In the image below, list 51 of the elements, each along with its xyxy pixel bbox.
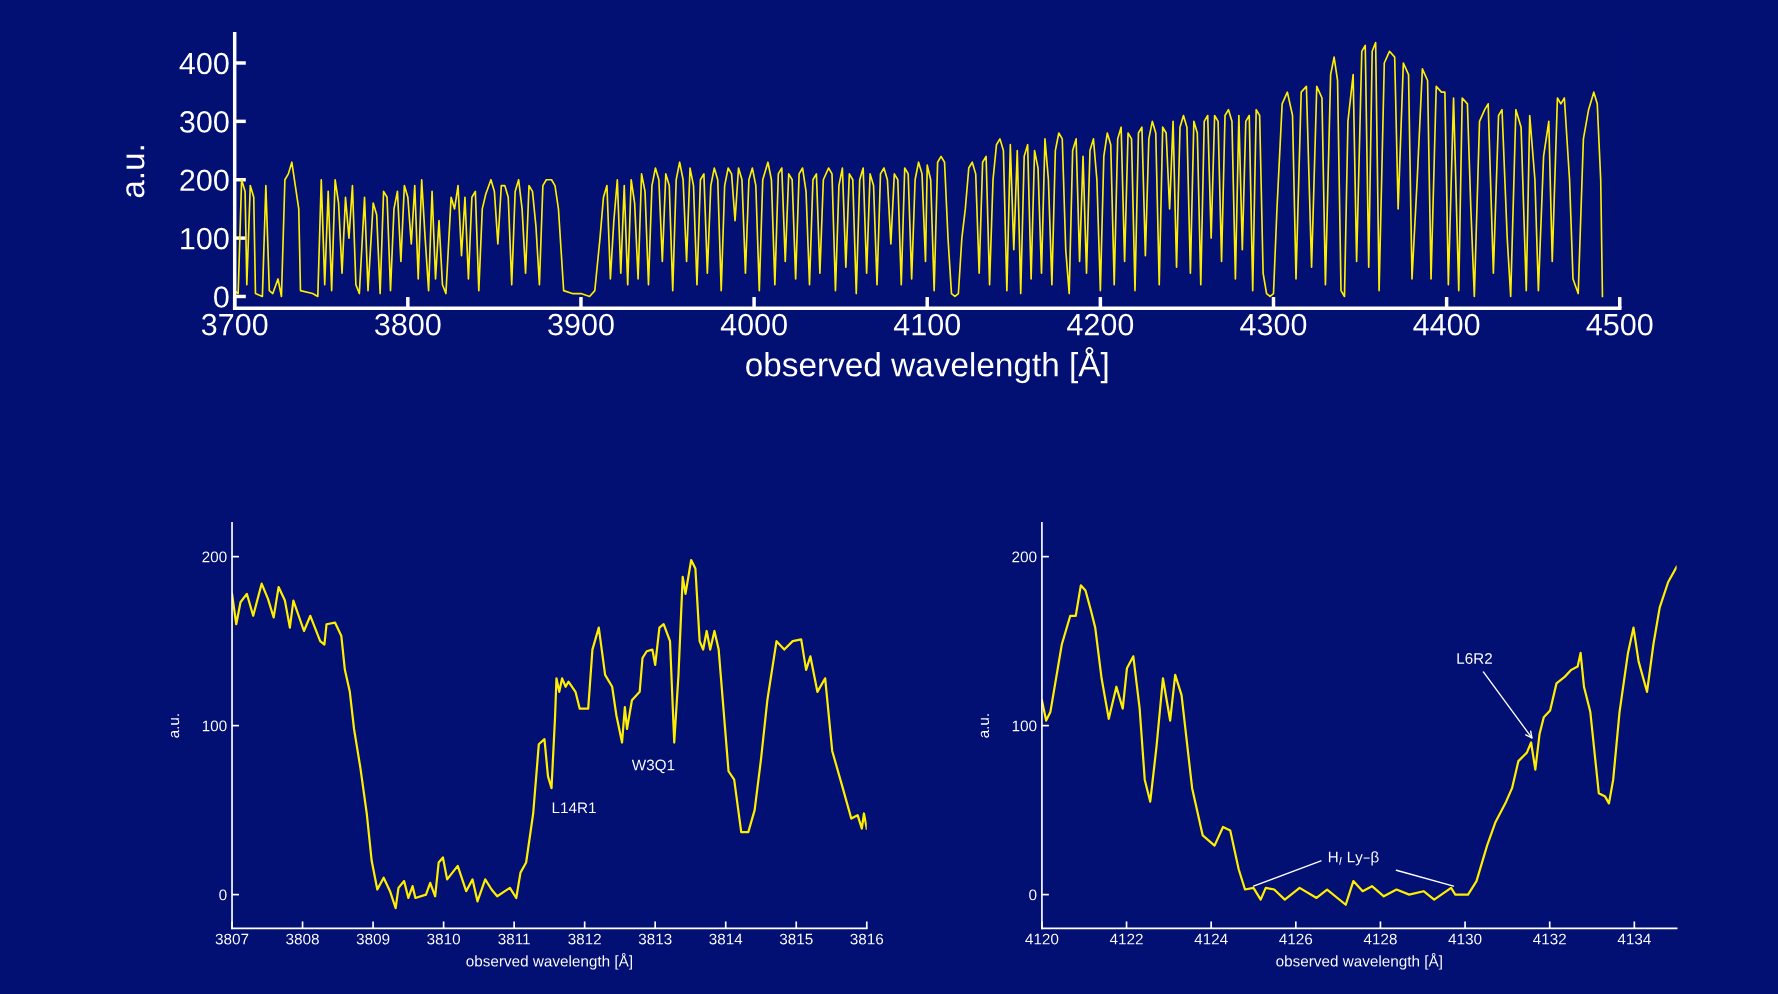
x-tick-label: 3700 xyxy=(201,313,268,336)
line-series xyxy=(1041,565,1677,906)
y-axis-title: a.u. xyxy=(980,714,990,738)
line-series xyxy=(232,558,867,910)
y-tick-label: 400 xyxy=(179,52,229,75)
x-tick-label: 3800 xyxy=(375,313,441,336)
x-tick-label: 3812 xyxy=(568,933,601,945)
x-tick-label: 4200 xyxy=(1067,313,1134,336)
annotation: L14R1 xyxy=(552,802,596,814)
x-tick-label: 4128 xyxy=(1363,933,1397,945)
y-tick-label: 100 xyxy=(202,720,227,732)
x-tick-label: 4132 xyxy=(1533,933,1566,945)
annotation: L6R2 xyxy=(1457,653,1492,664)
y-tick-label: 200 xyxy=(1012,551,1037,563)
x-tick-label: 3814 xyxy=(709,933,743,945)
y-tick-label: 300 xyxy=(180,111,229,133)
x-tick-label: 3807 xyxy=(215,933,249,945)
x-tick-label: 4120 xyxy=(1025,933,1059,945)
x-tick-label: 4500 xyxy=(1586,313,1653,336)
y-tick-label: 0 xyxy=(1029,889,1037,901)
x-tick-label: 3813 xyxy=(638,933,672,945)
x-tick-label: 3810 xyxy=(427,933,461,945)
annotation: W3Q1 xyxy=(631,759,675,774)
x-tick-label: 4300 xyxy=(1240,313,1307,336)
x-tick-label: 4130 xyxy=(1448,933,1482,945)
y-tick-label: 0 xyxy=(219,889,227,901)
x-axis-title: observed wavelength [Å] xyxy=(1276,953,1442,970)
annotation: H$_{I}$ Ly–β xyxy=(1328,851,1379,866)
y-tick-label: 100 xyxy=(181,227,229,250)
x-axis-title: observed wavelength [Å] xyxy=(746,347,1108,384)
x-tick-label: 4124 xyxy=(1194,933,1228,945)
x-tick-label: 4134 xyxy=(1617,933,1651,945)
x-tick-label: 4000 xyxy=(720,313,787,336)
y-axis-title: a.u. xyxy=(126,146,145,198)
y-tick-label: 200 xyxy=(202,551,227,563)
x-tick-label: 4400 xyxy=(1413,313,1480,336)
x-tick-label: 3811 xyxy=(498,933,530,945)
x-tick-label: 3815 xyxy=(779,933,813,945)
x-tick-label: 3900 xyxy=(548,313,614,336)
x-tick-label: 3816 xyxy=(850,933,884,945)
x-tick-label: 3808 xyxy=(286,933,319,945)
x-tick-label: 4122 xyxy=(1109,933,1143,945)
line-series xyxy=(234,41,1604,298)
y-tick-label: 100 xyxy=(1012,720,1037,732)
y-tick-label: 200 xyxy=(180,169,229,192)
y-tick-label: 0 xyxy=(214,286,229,308)
x-axis-title: observed wavelength [Å] xyxy=(466,953,632,970)
x-tick-label: 3809 xyxy=(356,933,390,945)
y-axis-title: a.u. xyxy=(170,714,180,738)
x-tick-label: 4100 xyxy=(893,313,961,336)
x-tick-label: 4126 xyxy=(1279,933,1313,945)
